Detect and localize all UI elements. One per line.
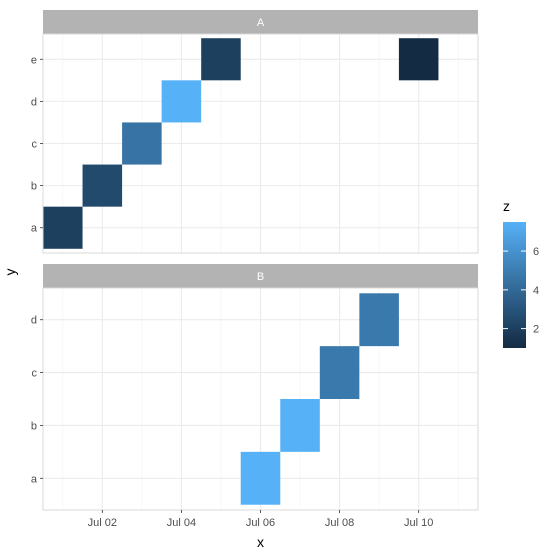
x-tick-label: Jul 08 — [325, 517, 354, 529]
heatmap-tile — [43, 206, 83, 249]
y-tick-label: d — [31, 96, 37, 108]
legend-ticks: 2 4 6 — [503, 246, 539, 336]
x-axis-ticks: Jul 02 Jul 04 Jul 06 Jul 08 Jul 10 — [88, 510, 433, 529]
panel-b-strip-label: B — [257, 271, 264, 283]
y-tick-label: e — [31, 54, 37, 66]
legend-title: z — [503, 198, 510, 214]
legend-tick-label: 4 — [533, 285, 539, 297]
y-tick-label: d — [31, 315, 37, 327]
panel-a: A a b c d e — [31, 10, 479, 254]
panel-a-tiles — [43, 38, 439, 249]
heatmap-tile — [359, 293, 399, 347]
y-tick-label: a — [31, 473, 38, 485]
panel-b: B a b c d — [31, 264, 479, 511]
x-tick-label: Jul 06 — [246, 517, 275, 529]
heatmap-tile — [122, 122, 162, 165]
heatmap-tile — [240, 451, 281, 505]
y-tick-label: b — [31, 420, 37, 432]
y-tick-label: c — [32, 368, 38, 380]
x-axis-title: x — [257, 534, 264, 550]
heatmap-tile — [280, 399, 320, 452]
heatmap-tile — [398, 38, 439, 81]
legend-tick-label: 6 — [533, 246, 539, 258]
panel-a-y-ticks: a b c d e — [31, 54, 43, 235]
y-tick-label: a — [31, 223, 38, 235]
panel-a-strip — [43, 10, 478, 34]
legend-colorbar — [503, 222, 526, 348]
heatmap-tile — [161, 80, 202, 123]
x-tick-label: Jul 02 — [88, 517, 117, 529]
heatmap-tile — [82, 164, 123, 207]
heatmap-tile — [201, 38, 241, 81]
y-tick-label: b — [31, 181, 37, 193]
legend-tick-label: 2 — [533, 324, 539, 336]
panel-b-strip — [43, 264, 478, 288]
color-legend: z 2 4 6 — [503, 198, 539, 348]
x-tick-label: Jul 10 — [404, 517, 433, 529]
heatmap-tile — [319, 346, 360, 399]
panel-b-y-ticks: a b c d — [31, 315, 43, 485]
y-axis-title: y — [2, 269, 18, 276]
panel-b-tiles — [240, 293, 399, 505]
panel-a-strip-label: A — [257, 17, 265, 29]
y-tick-label: c — [32, 139, 38, 151]
x-tick-label: Jul 04 — [167, 517, 196, 529]
